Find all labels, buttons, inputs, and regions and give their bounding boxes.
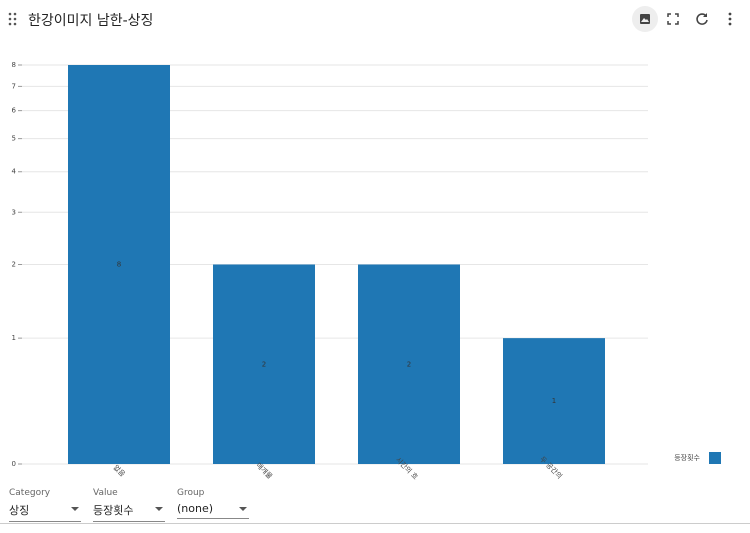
dropdown[interactable]: Category 상징: [9, 488, 81, 522]
x-tick-label: 없음: [112, 464, 127, 479]
y-tick-label: 7: [12, 82, 16, 90]
drag-handle[interactable]: [8, 12, 20, 26]
y-tick-label: 5: [12, 135, 16, 143]
dropdown-value: 상징: [9, 498, 81, 522]
y-tick-label: 3: [12, 208, 16, 216]
dropdown-value: (none): [177, 498, 249, 519]
dropdown[interactable]: Group (none): [177, 488, 249, 519]
bar: [213, 264, 315, 464]
menu-button[interactable]: [727, 12, 733, 26]
y-tick-label: 2: [12, 261, 16, 269]
legend-swatch: [709, 452, 721, 464]
bar: [358, 264, 460, 464]
dropdown-label: Category: [9, 488, 51, 498]
refresh-button[interactable]: [695, 12, 709, 26]
y-tick-label: 1: [12, 334, 16, 342]
dropdown[interactable]: Value 등장횟수: [93, 488, 165, 522]
header: 한강이미지 남한-상징: [0, 0, 750, 36]
bar: [68, 65, 170, 464]
dropdown-label: Group: [177, 488, 205, 498]
data-label: 2: [407, 360, 411, 368]
dropdown-value: 등장횟수: [93, 498, 165, 522]
data-label: 8: [117, 261, 121, 269]
fullscreen-button[interactable]: [667, 13, 679, 25]
y-tick-label: 0: [12, 460, 16, 468]
legend-label: 등장횟수: [674, 453, 700, 462]
y-tick-label: 6: [12, 107, 17, 115]
y-tick-label: 8: [12, 61, 16, 69]
title: 한강이미지 남한-상징: [28, 13, 154, 29]
bar: [503, 338, 605, 464]
image-button[interactable]: [632, 6, 658, 32]
data-label: 1: [552, 397, 556, 405]
bottom-border: [0, 523, 750, 524]
dropdown-label: Value: [93, 488, 118, 498]
data-label: 2: [262, 360, 266, 368]
y-tick-label: 4: [12, 168, 17, 176]
